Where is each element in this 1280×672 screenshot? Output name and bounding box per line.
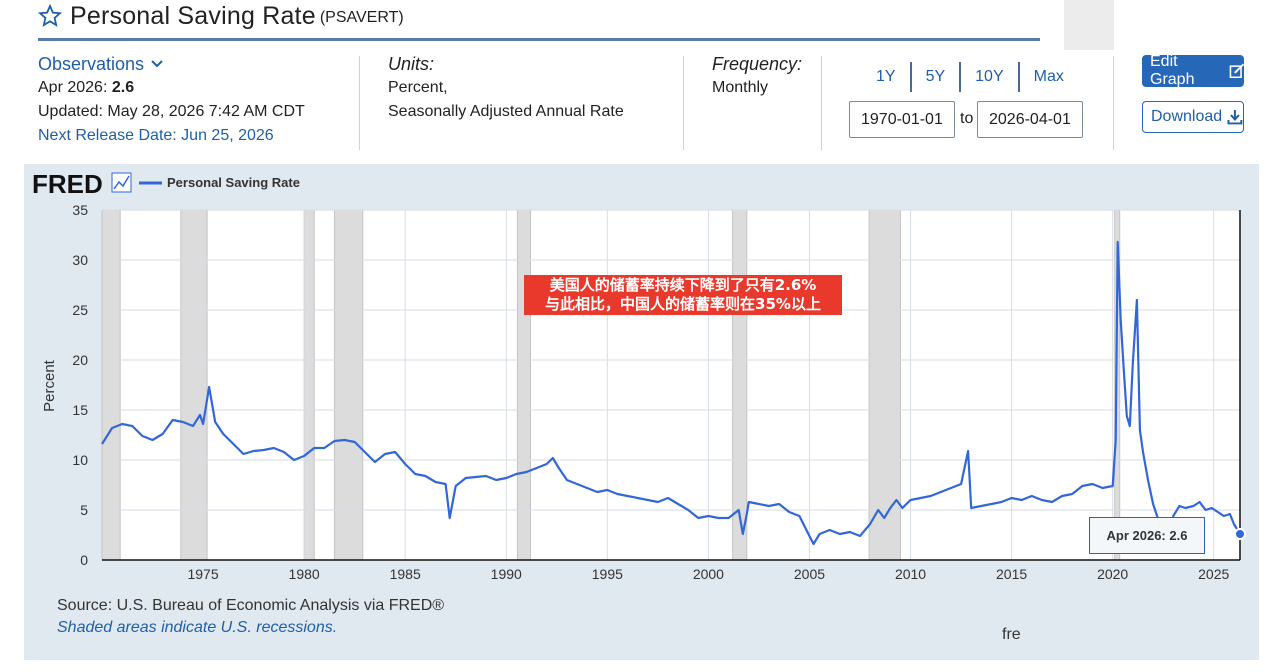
observations-label[interactable]: Observations [38,54,145,74]
line-layer [101,240,1241,546]
download-icon [1227,110,1243,125]
frequency-block: Frequency: Monthly [712,52,802,100]
range-1y-button[interactable]: 1Y [862,62,912,92]
y-axis-label: Percent [41,359,58,412]
chart-panel: 0 5 10 15 20 25 30 35 1975 1980 1985 1990 1995 2000 20… [24,164,1259,660]
y-tick-label: 5 [80,502,88,518]
x-tick-label: 1975 [187,566,218,582]
frequency-label: Frequency: [712,54,803,74]
page-title: Personal Saving Rate [70,1,316,30]
tooltip-value: 2.6 [1169,528,1188,543]
units-label: Units: [388,54,435,74]
separator [1113,56,1114,150]
fred-url[interactable]: fre [1002,626,1021,643]
recession-band [101,209,121,561]
recession-layer [101,209,1240,561]
recession-note[interactable]: Shaded areas indicate U.S. recessions. [57,619,338,636]
x-tick-label: 2005 [794,566,825,582]
recession-band [732,209,748,561]
start-date-input[interactable]: 1970-01-01 [849,101,955,138]
x-tick-label: 2015 [996,566,1027,582]
latest-value: 2.6 [111,79,135,96]
x-tick-label: 2020 [1097,566,1128,582]
download-button[interactable]: Download [1142,101,1244,133]
y-tick-label: 10 [72,452,88,468]
updated-text: Updated: May 28, 2026 7:42 AM CDT [38,103,305,120]
next-release-link[interactable]: Next Release Date: Jun 25, 2026 [38,127,274,144]
frequency-value: Monthly [712,79,769,96]
units-line1: Percent, [388,79,448,96]
latest-observation: Apr 2026: 2.6 [38,76,358,100]
title-row: Personal Saving Rate (PSAVERT) [38,0,404,32]
range-max-button[interactable]: Max [1033,68,1064,85]
units-block: Units: Percent, Seasonally Adjusted Annu… [388,52,624,124]
observations-dropdown[interactable]: Observations [38,52,358,76]
series-code: (PSAVERT) [319,9,404,26]
star-icon[interactable] [38,4,62,28]
y-tick-label: 0 [80,552,88,568]
x-tick-label: 2000 [693,566,724,582]
separator [821,56,822,150]
chart-tooltip: Apr 2026: 2.6 [1089,517,1205,554]
fred-logo: FRED [32,169,103,199]
title-divider [38,38,1040,41]
tooltip-label: Apr 2026: [1106,528,1166,543]
y-tick-label: 15 [72,402,88,418]
source-note: Source: U.S. Bureau of Economic Analysis… [57,597,445,614]
decorative-block [1064,0,1114,50]
recession-band [516,209,532,561]
x-tick-label: 1985 [390,566,421,582]
to-label: to [960,110,974,127]
x-tick-label: 1995 [592,566,623,582]
recession-band [303,209,315,561]
x-tick-label: 1990 [491,566,522,582]
annotation-line2: 与此相比，中国人的储蓄率则在35%以上 [545,295,821,313]
y-tick-label: 20 [72,352,88,368]
range-10y-button[interactable]: 10Y [961,62,1020,92]
series-line [101,240,1241,546]
edit-graph-button[interactable]: Edit Graph [1142,53,1244,88]
x-tick-label: 2025 [1198,566,1229,582]
y-tick-label: 30 [72,252,88,268]
chart-icon [111,172,132,193]
chart-annotation: 美国人的储蓄率持续下降到了只有2.6% 与此相比，中国人的储蓄率则在35%以上 [524,275,842,315]
recession-band [868,209,901,561]
chevron-down-icon[interactable] [150,57,164,71]
latest-label: Apr 2026: [38,79,108,96]
recession-band [333,209,364,561]
annotation-line1: 美国人的储蓄率持续下降到了只有2.6% [549,276,817,294]
units-line2: Seasonally Adjusted Annual Rate [388,103,624,120]
range-buttons: 1Y 5Y 10Y Max [862,62,1078,92]
legend-label: Personal Saving Rate [167,175,300,190]
plot-background [102,210,1240,560]
edit-graph-label: Edit Graph [1150,53,1195,88]
range-5y-button[interactable]: 5Y [912,62,962,92]
separator [683,56,684,150]
download-label: Download [1151,108,1223,125]
separator [359,56,360,150]
edit-icon [1229,63,1244,79]
latest-point-marker[interactable] [1234,528,1246,540]
observations-block: Observations Apr 2026: 2.6 Updated: May … [38,52,358,148]
x-tick-label: 1980 [289,566,320,582]
end-date-input[interactable]: 2026-04-01 [977,101,1083,138]
y-tick-label: 25 [72,302,88,318]
y-tick-label: 35 [72,202,88,218]
x-tick-label: 2010 [895,566,926,582]
